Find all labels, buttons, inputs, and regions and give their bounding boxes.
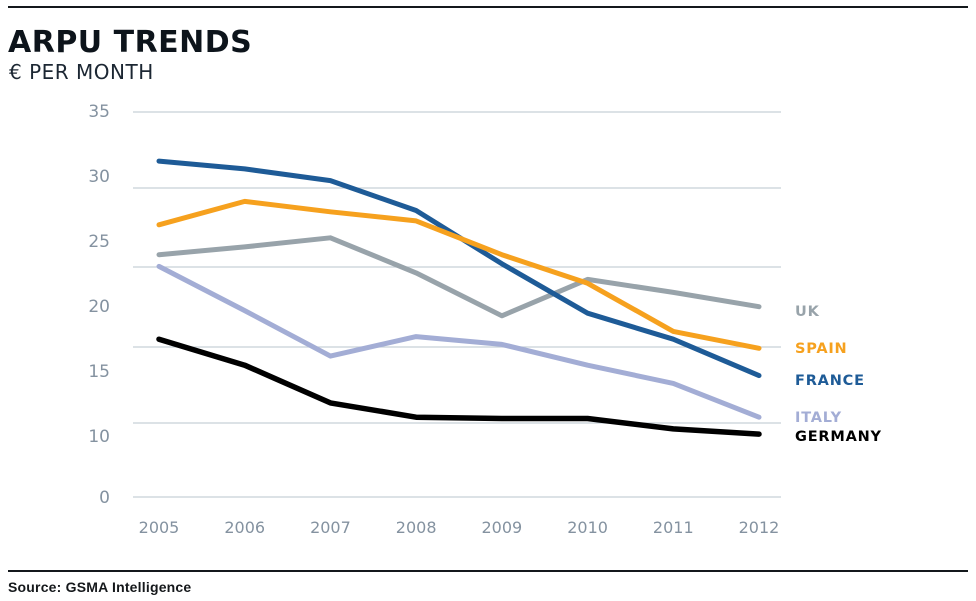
y-axis-tick-20: 20 — [88, 297, 110, 317]
series-line-spain — [156, 198, 762, 351]
x-axis-tick-2005: 2005 — [138, 518, 180, 537]
y-axis-tick-15: 15 — [88, 362, 110, 382]
legend-label-germany: GERMANY — [795, 429, 882, 445]
top-divider — [8, 6, 968, 8]
chart-subtitle: € PER MONTH — [9, 60, 154, 84]
legend-label-uk: UK — [795, 304, 820, 320]
x-axis-tick-2009: 2009 — [481, 518, 523, 537]
bottom-divider — [8, 570, 968, 572]
x-axis-tick-2008: 2008 — [395, 518, 437, 537]
source-text: Source: GSMA Intelligence — [8, 579, 192, 595]
legend-label-italy: ITALY — [795, 410, 842, 426]
series-line-italy — [156, 263, 762, 420]
y-axis-tick-0: 0 — [99, 488, 110, 508]
x-axis-tick-2010: 2010 — [567, 518, 608, 537]
y-axis-tick-25: 25 — [88, 232, 110, 252]
series-line-germany — [156, 336, 762, 437]
chart-title: ARPU TRENDS — [8, 25, 253, 60]
x-axis-tick-2007: 2007 — [310, 518, 351, 537]
y-axis-tick-10: 10 — [88, 427, 110, 447]
legend-label-france: FRANCE — [795, 373, 865, 389]
y-axis-tick-35: 35 — [88, 102, 110, 122]
legend-label-spain: SPAIN — [795, 341, 848, 357]
series-line-uk — [156, 235, 762, 319]
x-axis-tick-2011: 2011 — [652, 518, 694, 537]
x-axis-tick-2006: 2006 — [224, 518, 266, 537]
y-axis-tick-30: 30 — [88, 167, 110, 187]
x-axis-tick-2012: 2012 — [738, 518, 780, 537]
series-line-france — [156, 158, 762, 379]
